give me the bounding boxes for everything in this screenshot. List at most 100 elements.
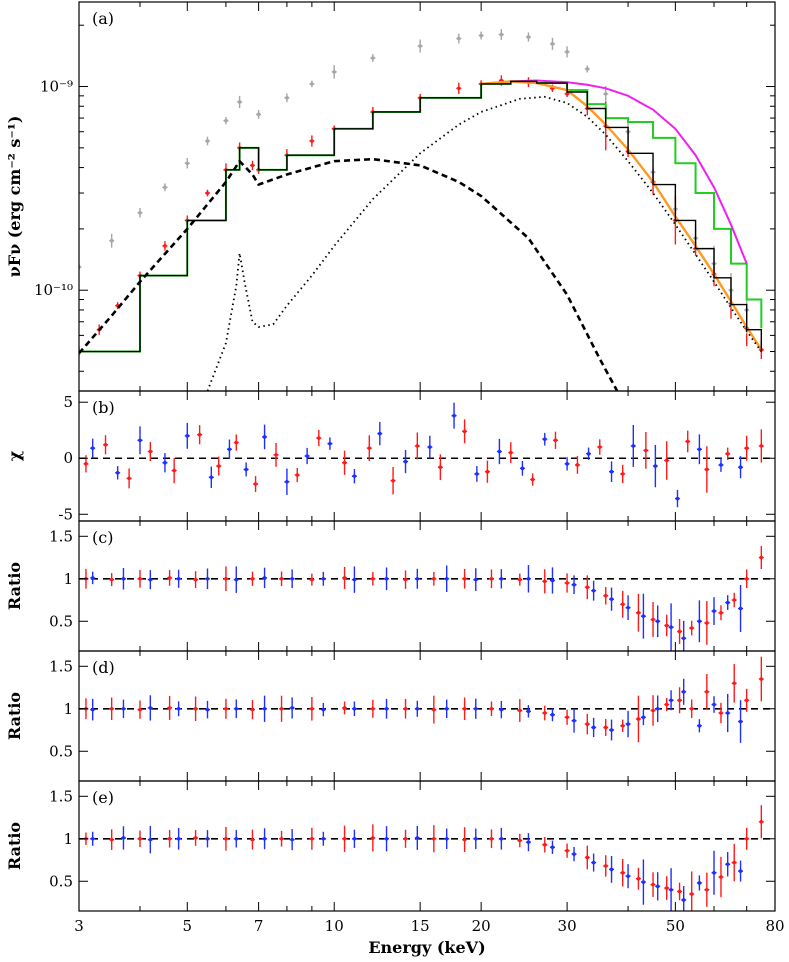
data-point-red — [744, 836, 749, 841]
data-point-blue — [681, 636, 686, 641]
data-point-red — [342, 576, 347, 580]
data-point-red — [371, 576, 375, 581]
x-tick-label: 7 — [254, 917, 264, 935]
data-point-red — [705, 467, 709, 472]
data-point-red — [603, 593, 608, 598]
data-point-blue — [90, 576, 95, 580]
data-point-red — [636, 717, 641, 721]
data-point-red — [620, 472, 625, 476]
series-data-blue — [90, 565, 744, 651]
data-point-red — [636, 610, 641, 615]
series-data-red — [83, 656, 764, 743]
data-point-red — [603, 864, 608, 868]
data-point-red — [109, 837, 114, 842]
x-ticks — [78, 521, 776, 651]
y-ticks: 10⁻⁹ 10⁻¹⁰ — [34, 24, 775, 372]
data-point-blue — [526, 840, 531, 844]
series-data-gray — [79, 29, 750, 334]
data-point-blue — [452, 413, 456, 418]
data-point-blue — [681, 689, 686, 694]
data-point-blue — [176, 576, 181, 581]
data-point-blue — [626, 874, 630, 878]
data-point-blue — [403, 459, 408, 464]
data-point-blue — [655, 619, 660, 624]
data-point-blue — [121, 706, 126, 711]
series-data-red — [83, 419, 764, 495]
data-point-blue — [550, 712, 555, 717]
x-axis-label: Energy (keV) — [368, 938, 485, 957]
data-point-red — [689, 626, 694, 630]
model-curve-model-orange — [481, 80, 763, 351]
data-point-red — [705, 621, 709, 625]
data-point-red — [103, 442, 108, 447]
data-point-red — [148, 449, 153, 454]
data-point-blue — [499, 836, 504, 841]
data-point-blue — [631, 444, 636, 448]
data-point-blue — [572, 718, 576, 723]
data-point-red — [109, 577, 114, 582]
x-ticks — [78, 391, 776, 521]
data-point-blue — [641, 614, 646, 618]
data-point-blue — [305, 454, 309, 458]
data-point-blue — [415, 576, 420, 581]
data-point-gray — [185, 161, 190, 166]
data-point-blue — [444, 706, 449, 711]
data-point-blue — [550, 845, 555, 850]
y-ticks: 1.5 1 0.5 — [49, 787, 775, 890]
y-tick-label: 0.5 — [49, 872, 73, 890]
data-point-blue — [669, 887, 673, 892]
x-tick-label: 5 — [183, 917, 193, 935]
data-point-blue — [352, 706, 357, 711]
data-point-blue — [697, 619, 702, 624]
data-point-blue — [148, 577, 153, 582]
data-point-red — [542, 579, 547, 584]
data-point-blue — [669, 625, 673, 630]
figure-panels: 10⁻⁹10⁻¹⁰(a)νFν (erg cm⁻² s⁻¹)50-5(b)χ1.… — [5, 1, 785, 935]
model-curve-model-green-step — [79, 80, 763, 353]
data-point-blue — [121, 576, 126, 581]
data-point-blue — [681, 898, 686, 902]
data-point-red — [138, 836, 142, 841]
data-point-blue — [209, 475, 214, 480]
panel-1: 5 0 -5 (b) χ — [5, 390, 776, 523]
data-point-blue — [227, 447, 232, 452]
data-point-red — [197, 432, 202, 437]
data-point-blue — [499, 707, 504, 712]
data-point-red — [138, 707, 142, 712]
data-point-red — [167, 706, 172, 710]
y-tick-label: 1 — [63, 570, 73, 588]
data-point-red — [719, 875, 723, 879]
data-point-red — [732, 681, 737, 686]
data-point-blue — [609, 597, 614, 601]
data-point-red — [163, 244, 167, 248]
data-point-blue — [185, 434, 190, 438]
data-point-blue — [290, 576, 294, 581]
data-point-gray — [138, 210, 142, 215]
data-point-gray — [256, 112, 261, 117]
data-point-red — [224, 706, 228, 711]
y-tick-label: 1.5 — [49, 657, 73, 675]
data-point-red — [489, 706, 494, 711]
data-point-red — [432, 836, 436, 841]
data-point-blue — [321, 576, 326, 581]
data-point-red — [274, 453, 278, 457]
data-point-blue — [497, 449, 502, 454]
data-point-red — [279, 576, 284, 581]
panel-2: 1.5 1 0.5 (c) Ratio — [5, 520, 776, 652]
series-component-dotted — [206, 95, 763, 391]
panel-plot-area — [79, 402, 775, 508]
data-point-gray — [550, 42, 555, 46]
panel-0: 10⁻⁹ 10⁻¹⁰ (a) νFν (erg cm⁻² s⁻¹) — [5, 1, 776, 392]
data-point-red — [432, 707, 436, 712]
data-point-blue — [655, 706, 660, 711]
x-tick-labels: 3 5 7 10 15 20 30 50 80 — [74, 917, 784, 935]
data-point-blue — [415, 836, 420, 840]
model-curve-model-black-step — [79, 80, 763, 353]
data-point-red — [575, 463, 580, 467]
data-point-blue — [384, 576, 389, 581]
data-point-blue — [473, 836, 478, 841]
data-point-blue — [428, 445, 432, 449]
data-point-blue — [641, 880, 646, 884]
data-point-blue — [321, 836, 326, 841]
data-point-blue — [234, 836, 239, 841]
